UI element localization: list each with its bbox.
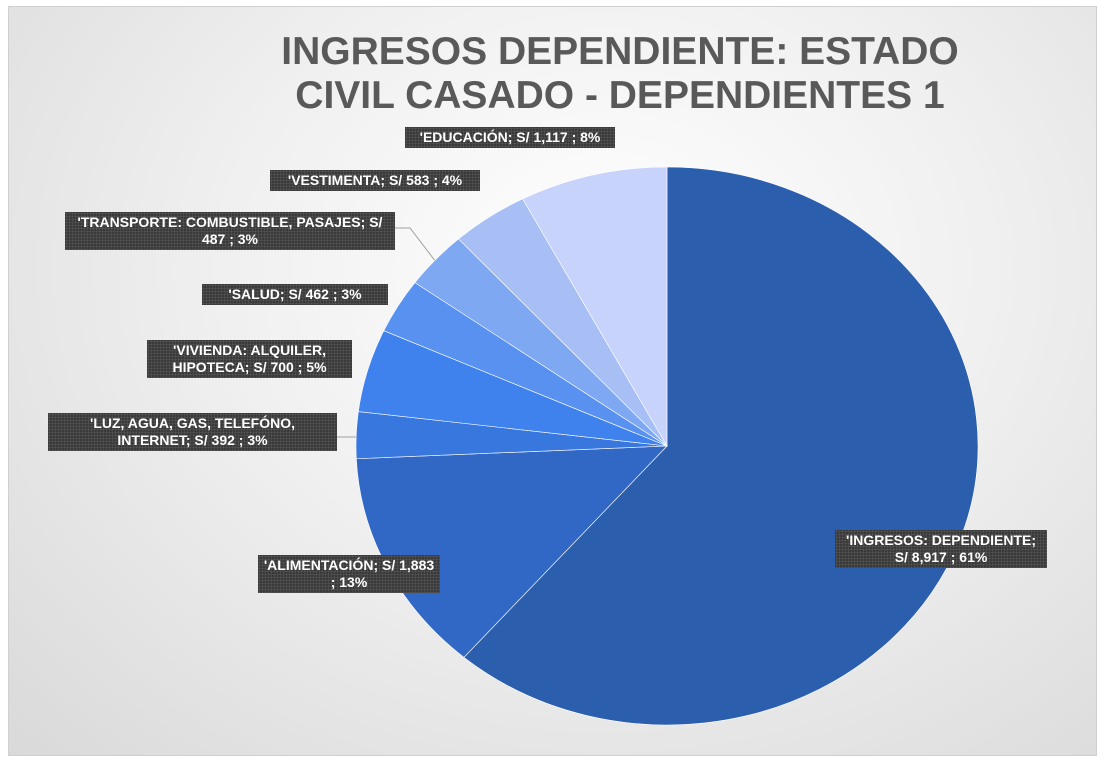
data-label: 'ALIMENTACIÓN; S/ 1,883 ; 13% [258,555,440,593]
label-category: 'VESTIMENTA; [287,172,386,188]
label-value: S/ 487 ; 3% [201,214,383,247]
data-label: 'EDUCACIÓN; S/ 1,117 ; 8% [405,127,615,148]
pie-slice [522,166,668,448]
label-value: S/ 1,883 ; 13% [330,557,435,590]
data-label: 'SALUD; S/ 462 ; 3% [202,284,388,305]
data-label: 'INGRESOS: DEPENDIENTE; S/ 8,917 ; 61% [835,530,1047,568]
label-category: 'LUZ, AGUA, GAS, TELEFÓNO, INTERNET; [89,415,296,448]
label-category: 'SALUD; [228,286,285,302]
label-value: S/ 700 ; 5% [253,359,327,375]
label-value: S/ 8,917 ; 61% [894,549,988,565]
label-value: S/ 392 ; 3% [194,432,268,448]
label-category: 'ALIMENTACIÓN; [263,557,379,573]
label-value: S/ 462 ; 3% [288,286,362,302]
leader-line [395,227,437,263]
data-label: 'VIVIENDA: ALQUILER, HIPOTECA; S/ 700 ; … [147,340,352,378]
data-label: 'VESTIMENTA; S/ 583 ; 4% [270,170,480,191]
label-category: 'VIVIENDA: ALQUILER, HIPOTECA; [172,342,326,375]
label-category: 'TRANSPORTE: COMBUSTIBLE, PASAJES; [77,214,366,230]
label-category: 'INGRESOS: DEPENDIENTE; [845,532,1037,548]
label-value: S/ 583 ; 4% [388,172,463,188]
data-label: 'LUZ, AGUA, GAS, TELEFÓNO, INTERNET; S/ … [48,413,337,451]
label-category: 'EDUCACIÓN; [419,129,513,145]
label-value: S/ 1,117 ; 8% [516,129,601,145]
data-label: 'TRANSPORTE: COMBUSTIBLE, PASAJES; S/ 48… [65,212,395,250]
chart-title: INGRESOS DEPENDIENTE: ESTADO CIVIL CASAD… [281,30,959,117]
